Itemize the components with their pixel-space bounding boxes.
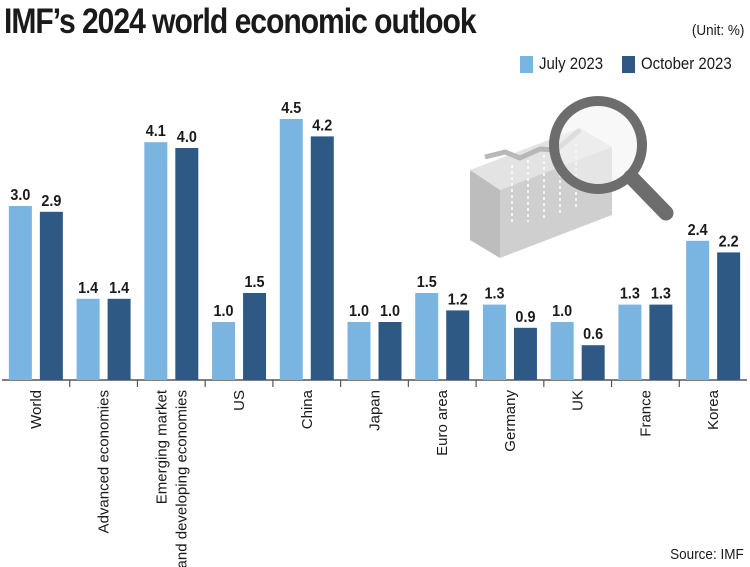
- x-tick-label-line: Japan: [367, 390, 384, 431]
- bar-world-july-2023: [8, 206, 32, 380]
- bar-euro-area-october-2023: [446, 310, 470, 380]
- data-label-uk-july-2023: 1.0: [552, 302, 572, 320]
- bar-france-july-2023: [618, 304, 642, 380]
- data-label-germany-july-2023: 1.3: [484, 285, 504, 303]
- bar-advanced-economies-october-2023: [107, 298, 131, 380]
- x-tick-label-line: Germany: [502, 390, 519, 452]
- bar-world-october-2023: [39, 211, 63, 380]
- x-tick-label-china: China: [299, 389, 316, 429]
- data-label-korea-october-2023: 2.2: [719, 233, 739, 251]
- bar-germany-october-2023: [513, 327, 537, 380]
- data-label-china-july-2023: 4.5: [281, 99, 302, 117]
- data-label-china-october-2023: 4.2: [312, 117, 332, 135]
- legend-label-july-2023: July 2023: [539, 54, 604, 73]
- legend-item-october-2023: October 2023: [621, 54, 744, 74]
- data-label-world-july-2023: 3.0: [10, 186, 30, 204]
- data-label-us-july-2023: 1.0: [214, 302, 234, 320]
- data-label-uk-october-2023: 0.6: [583, 326, 603, 344]
- data-label-emerging-market-july-2023: 4.1: [146, 123, 167, 141]
- bar-china-october-2023: [310, 136, 334, 380]
- data-label-germany-october-2023: 0.9: [515, 308, 535, 326]
- x-tick-label-line: US: [231, 390, 248, 411]
- x-tick-label-world: World: [28, 390, 45, 429]
- x-tick-label-japan: Japan: [367, 390, 384, 431]
- legend: July 2023 October 2023: [510, 54, 744, 74]
- x-tick-label-advanced-economies: Advanced economies: [96, 390, 113, 533]
- legend-label-october-2023: October 2023: [640, 54, 732, 73]
- source-note: Source: IMF: [670, 546, 744, 563]
- data-label-world-october-2023: 2.9: [41, 192, 61, 210]
- legend-item-july-2023: July 2023: [520, 54, 612, 74]
- x-tick-label-line: and developing economies: [173, 390, 190, 567]
- x-tick-label-line: UK: [570, 390, 587, 411]
- bar-japan-july-2023: [347, 322, 371, 380]
- x-tick-label-us: US: [231, 390, 248, 411]
- bar-us-july-2023: [212, 322, 236, 380]
- unit-label: (Unit: %): [691, 22, 744, 39]
- chart-title: IMF’s 2024 world economic outlook: [4, 2, 477, 41]
- data-label-us-october-2023: 1.5: [245, 273, 266, 291]
- x-tick-label-line: Euro area: [434, 389, 451, 456]
- data-label-japan-october-2023: 1.0: [380, 302, 400, 320]
- data-label-advanced-economies-july-2023: 1.4: [78, 279, 99, 297]
- bar-korea-july-2023: [686, 240, 710, 380]
- data-label-euro-area-october-2023: 1.2: [448, 291, 468, 309]
- bar-japan-october-2023: [378, 322, 402, 380]
- bar-emerging-market-july-2023: [144, 142, 168, 380]
- x-tick-label-korea: Korea: [705, 389, 722, 430]
- x-tick-label-germany: Germany: [502, 390, 519, 452]
- bar-us-october-2023: [243, 293, 267, 380]
- data-label-advanced-economies-october-2023: 1.4: [109, 279, 130, 297]
- magnifying-glass-chart-icon: [470, 96, 674, 258]
- data-label-france-july-2023: 1.3: [620, 285, 640, 303]
- x-tick-label-line: France: [637, 390, 654, 437]
- bar-germany-july-2023: [482, 304, 506, 380]
- x-tick-label-line: Advanced economies: [96, 390, 113, 533]
- x-tick-label-line: Emerging market: [153, 389, 170, 504]
- bar-emerging-market-october-2023: [175, 148, 199, 380]
- bar-advanced-economies-july-2023: [76, 298, 100, 380]
- x-tick-label-emerging-market: Emerging market and developing economies: [153, 389, 190, 567]
- x-tick-label-line: World: [28, 390, 45, 429]
- x-tick-label-uk: UK: [570, 390, 587, 411]
- x-tick-label-line: China: [299, 389, 316, 429]
- legend-swatch-july-2023: [520, 55, 534, 73]
- bar-euro-area-july-2023: [415, 293, 439, 380]
- bar-uk-october-2023: [581, 345, 605, 380]
- x-tick-label-line: Korea: [705, 389, 722, 430]
- data-label-france-october-2023: 1.3: [651, 285, 671, 303]
- x-tick-label-euro-area: Euro area: [434, 389, 451, 456]
- data-label-emerging-market-october-2023: 4.0: [177, 128, 197, 146]
- bar-france-october-2023: [649, 304, 673, 380]
- bar-korea-october-2023: [717, 252, 741, 380]
- bar-uk-july-2023: [550, 322, 574, 380]
- data-label-korea-july-2023: 2.4: [688, 221, 709, 239]
- legend-swatch-october-2023: [621, 55, 635, 73]
- data-label-japan-july-2023: 1.0: [349, 302, 369, 320]
- bar-china-july-2023: [279, 119, 303, 380]
- x-tick-label-france: France: [637, 390, 654, 437]
- data-label-euro-area-july-2023: 1.5: [417, 273, 438, 291]
